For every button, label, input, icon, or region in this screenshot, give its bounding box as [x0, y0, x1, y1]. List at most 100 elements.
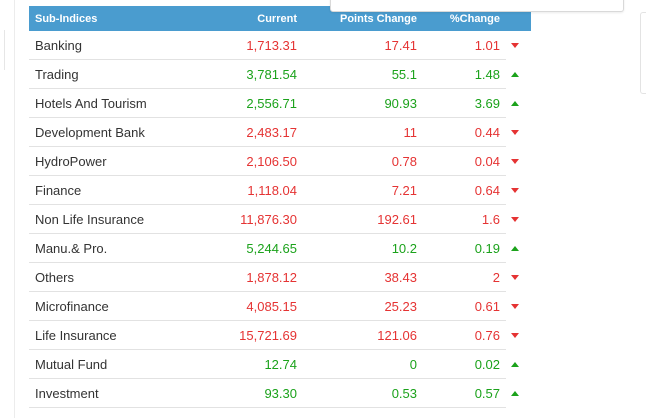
table-row[interactable]: Life Insurance 15,721.69 121.06 0.76: [29, 320, 506, 350]
points-change-value: 192.61: [303, 204, 423, 234]
trend-arrow-cell: [506, 176, 531, 205]
pct-change-value: 0.64: [423, 175, 506, 205]
index-name: Mutual Fund: [29, 349, 219, 379]
pct-change-value: 0.19: [423, 233, 506, 263]
index-name: Life Insurance: [29, 320, 219, 350]
points-change-value: 7.21: [303, 175, 423, 205]
index-name: Non Life Insurance: [29, 204, 219, 234]
current-value: 3,781.54: [219, 59, 303, 89]
current-value: 1,118.04: [219, 175, 303, 205]
pct-change-value: 1.01: [423, 31, 506, 60]
table-row[interactable]: Non Life Insurance 11,876.30 192.61 1.6: [29, 204, 506, 234]
pct-change-value: 1.6: [423, 204, 506, 234]
arrow-down-icon: [511, 333, 519, 338]
table-row[interactable]: Investment 93.30 0.53 0.57: [29, 378, 506, 408]
points-change-value: 11: [303, 117, 423, 147]
table-row[interactable]: Others 1,878.12 38.43 2: [29, 262, 506, 292]
arrow-down-icon: [511, 275, 519, 280]
points-change-value: 90.93: [303, 88, 423, 118]
current-value: 5,244.65: [219, 233, 303, 263]
table-row[interactable]: Manu.& Pro. 5,244.65 10.2 0.19: [29, 233, 506, 263]
trend-arrow-cell: [506, 379, 531, 408]
trend-arrow-cell: [506, 31, 531, 60]
table-row[interactable]: HydroPower 2,106.50 0.78 0.04: [29, 146, 506, 176]
current-value: 1,713.31: [219, 31, 303, 60]
index-name: HydroPower: [29, 146, 219, 176]
table-row[interactable]: Hotels And Tourism 2,556.71 90.93 3.69: [29, 88, 506, 118]
current-value: 93.30: [219, 378, 303, 408]
arrow-up-icon: [511, 246, 519, 251]
table-body: Banking 1,713.31 17.41 1.01 Trading 3,781.54 5…: [29, 31, 506, 408]
trend-arrow-cell: [506, 292, 531, 321]
points-change-value: 0.78: [303, 146, 423, 176]
trend-arrow-cell: [506, 350, 531, 379]
trend-arrow-cell: [506, 205, 531, 234]
trend-arrow-cell: [506, 321, 531, 350]
index-name: Microfinance: [29, 291, 219, 321]
header-sub-indices[interactable]: Sub-Indices: [29, 6, 219, 31]
table-row[interactable]: Banking 1,713.31 17.41 1.01: [29, 31, 506, 60]
arrow-up-icon: [511, 362, 519, 367]
trend-arrow-column: [506, 31, 531, 408]
pct-change-value: 3.69: [423, 88, 506, 118]
current-value: 2,483.17: [219, 117, 303, 147]
pct-change-value: 1.48: [423, 59, 506, 89]
arrow-down-icon: [511, 217, 519, 222]
index-name: Finance: [29, 175, 219, 205]
pct-change-value: 0.61: [423, 291, 506, 321]
pct-change-value: 2: [423, 262, 506, 292]
header-current[interactable]: Current: [219, 6, 303, 31]
index-name: Manu.& Pro.: [29, 233, 219, 263]
right-panel-edge: [640, 12, 646, 94]
index-name: Investment: [29, 378, 219, 408]
arrow-down-icon: [511, 159, 519, 164]
arrow-down-icon: [511, 304, 519, 309]
arrow-down-icon: [511, 188, 519, 193]
points-change-value: 10.2: [303, 233, 423, 263]
sub-indices-table: Sub-Indices Current Points Change %Chang…: [29, 6, 506, 408]
arrow-down-icon: [511, 43, 519, 48]
points-change-value: 25.23: [303, 291, 423, 321]
trend-arrow-cell: [506, 60, 531, 89]
table-header-row: Sub-Indices Current Points Change %Chang…: [29, 6, 506, 31]
table-row[interactable]: Development Bank 2,483.17 11 0.44: [29, 117, 506, 147]
points-change-value: 0: [303, 349, 423, 379]
table-row[interactable]: Finance 1,118.04 7.21 0.64: [29, 175, 506, 205]
index-name: Others: [29, 262, 219, 292]
trend-arrow-cell: [506, 263, 531, 292]
table-row[interactable]: Trading 3,781.54 55.1 1.48: [29, 59, 506, 89]
arrow-down-icon: [511, 130, 519, 135]
index-name: Banking: [29, 31, 219, 60]
left-panel-edge: [0, 30, 5, 70]
table-row[interactable]: Mutual Fund 12.74 0 0.02: [29, 349, 506, 379]
pct-change-value: 0.02: [423, 349, 506, 379]
current-value: 4,085.15: [219, 291, 303, 321]
trend-arrow-cell: [506, 118, 531, 147]
points-change-value: 17.41: [303, 31, 423, 60]
header-points-change[interactable]: Points Change: [303, 6, 423, 31]
points-change-value: 38.43: [303, 262, 423, 292]
current-value: 2,556.71: [219, 88, 303, 118]
pct-change-value: 0.04: [423, 146, 506, 176]
points-change-value: 55.1: [303, 59, 423, 89]
current-value: 2,106.50: [219, 146, 303, 176]
arrow-up-icon: [511, 72, 519, 77]
index-name: Hotels And Tourism: [29, 88, 219, 118]
current-value: 15,721.69: [219, 320, 303, 350]
tooltip-popup: [330, 0, 624, 12]
pct-change-value: 0.44: [423, 117, 506, 147]
arrow-up-icon: [511, 391, 519, 396]
left-divider: [14, 0, 15, 418]
trend-arrow-cell: [506, 89, 531, 118]
pct-change-value: 0.57: [423, 378, 506, 408]
pct-change-value: 0.76: [423, 320, 506, 350]
table-row[interactable]: Microfinance 4,085.15 25.23 0.61: [29, 291, 506, 321]
current-value: 1,878.12: [219, 262, 303, 292]
points-change-value: 0.53: [303, 378, 423, 408]
trend-arrow-cell: [506, 234, 531, 263]
points-change-value: 121.06: [303, 320, 423, 350]
trend-arrow-cell: [506, 147, 531, 176]
current-value: 12.74: [219, 349, 303, 379]
arrow-up-icon: [511, 101, 519, 106]
